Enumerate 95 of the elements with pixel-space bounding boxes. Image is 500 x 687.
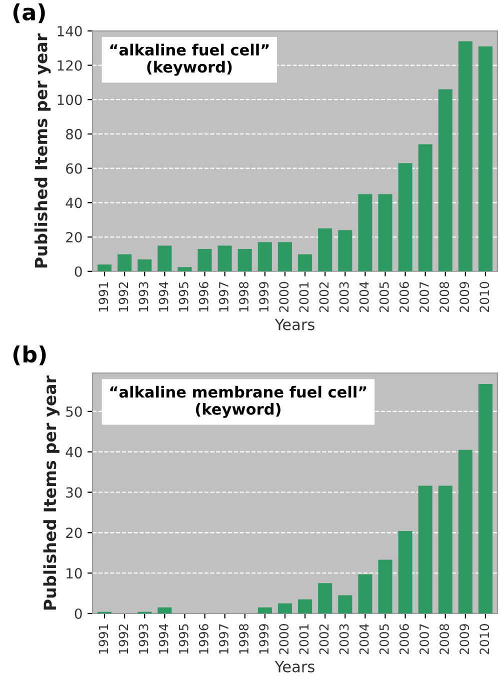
x-tick-label: 1991 bbox=[98, 624, 108, 654]
bar bbox=[318, 228, 332, 272]
bar bbox=[258, 242, 272, 272]
x-axis-title: Years bbox=[274, 318, 314, 330]
x-tick-label: 1996 bbox=[198, 282, 208, 312]
x-tick-label: 2007 bbox=[419, 624, 429, 654]
x-tick-label: 1997 bbox=[219, 624, 228, 654]
x-tick-label: 1995 bbox=[178, 282, 188, 312]
bar bbox=[118, 254, 132, 272]
x-tick-label: 2009 bbox=[460, 282, 470, 312]
bar bbox=[378, 194, 392, 272]
x-tick-label: 2009 bbox=[460, 624, 470, 654]
x-tick-label: 2005 bbox=[379, 282, 389, 312]
x-tick-label: 1999 bbox=[259, 624, 269, 654]
x-tick-label: 1993 bbox=[138, 282, 148, 312]
x-tick-label: 2006 bbox=[399, 624, 409, 654]
bar bbox=[338, 595, 352, 614]
x-tick-label: 1999 bbox=[259, 282, 269, 312]
bar bbox=[458, 41, 472, 272]
bar bbox=[278, 242, 292, 272]
bar bbox=[178, 267, 192, 272]
x-tick-label: 2001 bbox=[299, 624, 309, 654]
x-tick-label: 2000 bbox=[279, 282, 289, 312]
bar bbox=[338, 230, 352, 272]
x-tick-label: 2004 bbox=[359, 624, 369, 654]
bar bbox=[438, 89, 452, 272]
bar bbox=[98, 264, 112, 272]
bar bbox=[278, 603, 292, 614]
y-tick-label: 20 bbox=[66, 528, 82, 538]
y-tick-label: 120 bbox=[58, 60, 82, 71]
y-tick-label: 0 bbox=[74, 608, 82, 619]
x-tick-label: 2005 bbox=[379, 624, 389, 654]
x-tick-label: 2002 bbox=[319, 282, 329, 312]
bar bbox=[478, 46, 492, 272]
y-tick-label: 20 bbox=[66, 232, 82, 242]
y-tick-label: 0 bbox=[74, 266, 82, 277]
y-tick-label: 140 bbox=[58, 26, 82, 36]
text: (b) bbox=[13, 345, 46, 366]
y-axis-title: Published Items per year bbox=[43, 375, 60, 610]
bar bbox=[418, 144, 432, 272]
y-tick-label: 80 bbox=[66, 128, 82, 140]
bar bbox=[158, 607, 172, 614]
x-tick-label: 2008 bbox=[440, 282, 449, 312]
x-tick-label: 1998 bbox=[239, 624, 249, 654]
x-tick-label: 2003 bbox=[339, 624, 349, 654]
y-axis-title: Published Items per year bbox=[34, 33, 51, 268]
y-tick-label: 60 bbox=[66, 163, 82, 174]
bar bbox=[438, 486, 452, 614]
x-tick-label: 1994 bbox=[158, 282, 168, 312]
x-tick-label: 2010 bbox=[480, 624, 490, 654]
x-tick-label: 1997 bbox=[219, 282, 228, 312]
x-tick-label: 2003 bbox=[339, 282, 349, 312]
bar bbox=[378, 560, 392, 614]
bar bbox=[458, 450, 472, 614]
y-tick-label: 50 bbox=[66, 406, 82, 417]
bar bbox=[398, 531, 412, 614]
x-tick-label: 2008 bbox=[440, 624, 449, 654]
bar bbox=[418, 486, 432, 614]
annotation: “alkaline fuel cell” (keyword) bbox=[110, 44, 269, 76]
bar bbox=[398, 163, 412, 272]
y-tick-label: 100 bbox=[58, 94, 82, 106]
text: (a) bbox=[13, 3, 45, 24]
bar bbox=[238, 249, 252, 272]
x-tick-label: 1993 bbox=[138, 624, 148, 654]
bar bbox=[258, 607, 272, 614]
x-tick-label: 1998 bbox=[239, 282, 249, 312]
x-tick-label: 1994 bbox=[158, 624, 168, 654]
annotation: “alkaline membrane fuel cell” (keyword) bbox=[110, 386, 366, 418]
x-tick-label: 2001 bbox=[299, 282, 309, 312]
y-tick-label: 40 bbox=[66, 446, 82, 458]
x-axis-title: Years bbox=[274, 661, 314, 672]
x-tick-label: 2002 bbox=[319, 624, 329, 654]
x-tick-label: 1996 bbox=[198, 624, 208, 654]
bar bbox=[198, 249, 212, 272]
bar bbox=[358, 574, 372, 614]
bar bbox=[298, 599, 312, 614]
bar bbox=[358, 194, 372, 272]
bar bbox=[318, 583, 332, 614]
x-tick-label: 2007 bbox=[419, 282, 429, 312]
x-tick-label: 2004 bbox=[359, 282, 369, 312]
x-tick-label: 2006 bbox=[399, 282, 409, 312]
bar bbox=[218, 246, 232, 272]
y-tick-label: 10 bbox=[66, 568, 82, 579]
bar bbox=[298, 254, 312, 272]
bar bbox=[158, 246, 172, 272]
y-tick-label: 30 bbox=[66, 487, 82, 498]
y-tick-label: 40 bbox=[66, 198, 82, 208]
bar bbox=[138, 259, 152, 272]
x-tick-label: 1992 bbox=[118, 624, 128, 654]
x-tick-label: 1991 bbox=[98, 282, 108, 312]
x-tick-label: 1992 bbox=[118, 282, 128, 312]
x-tick-label: 2000 bbox=[279, 624, 289, 654]
x-tick-label: 1995 bbox=[178, 624, 188, 654]
x-tick-label: 2010 bbox=[480, 282, 490, 312]
bar bbox=[478, 384, 492, 614]
